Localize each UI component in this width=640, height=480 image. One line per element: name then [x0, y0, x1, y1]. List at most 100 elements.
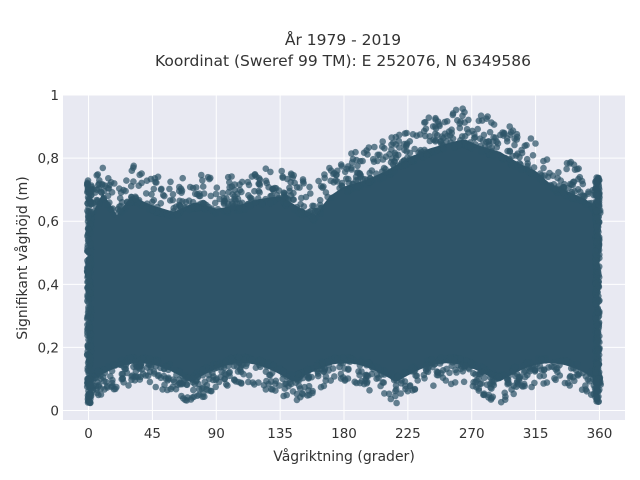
data-point	[388, 146, 395, 153]
data-point	[366, 387, 373, 394]
data-point	[502, 393, 509, 400]
data-point	[592, 393, 599, 401]
data-point	[183, 381, 191, 389]
data-point	[142, 372, 149, 379]
data-point	[316, 201, 324, 209]
data-point	[230, 362, 238, 370]
data-point	[169, 191, 177, 198]
data-point	[563, 165, 570, 173]
data-point	[540, 372, 548, 380]
data-point	[87, 343, 95, 350]
data-point	[422, 118, 429, 126]
data-point	[452, 366, 459, 374]
data-point	[474, 125, 482, 133]
data-point	[237, 379, 245, 387]
data-point	[381, 390, 388, 397]
data-point	[87, 186, 95, 194]
data-point	[97, 188, 105, 195]
data-point	[148, 361, 155, 369]
data-point	[138, 170, 145, 177]
data-point	[272, 387, 279, 394]
data-point	[339, 179, 346, 187]
data-point	[524, 160, 531, 167]
data-point	[555, 183, 562, 190]
data-point	[87, 367, 95, 374]
x-tick-label: 135	[267, 426, 293, 442]
data-point	[322, 377, 330, 384]
data-point	[449, 135, 457, 142]
x-tick-label: 270	[459, 426, 485, 442]
data-point	[236, 204, 243, 212]
data-point	[455, 142, 463, 149]
data-point	[550, 359, 558, 366]
data-point	[461, 119, 469, 126]
chart-title-line-2: Koordinat (Sweref 99 TM): E 252076, N 63…	[155, 52, 531, 70]
data-point	[374, 157, 381, 165]
data-point	[594, 329, 601, 336]
data-point	[180, 395, 187, 402]
data-point	[124, 359, 131, 366]
data-point	[194, 392, 201, 400]
data-point	[567, 372, 574, 380]
data-point	[517, 161, 524, 168]
data-point	[578, 386, 586, 394]
data-point	[132, 195, 139, 203]
data-point	[240, 370, 247, 378]
data-point	[286, 184, 293, 192]
data-point	[364, 378, 371, 386]
y-tick-label: 0	[50, 404, 59, 420]
data-point	[263, 377, 270, 385]
data-point	[100, 194, 108, 202]
data-point	[109, 205, 116, 212]
data-point	[470, 370, 477, 377]
data-point	[311, 207, 319, 215]
data-point	[94, 367, 102, 375]
data-point	[594, 360, 602, 368]
data-point	[472, 141, 479, 148]
data-point	[299, 178, 307, 185]
data-point	[138, 179, 145, 187]
data-point	[273, 366, 281, 373]
data-point	[467, 359, 475, 366]
x-tick-label: 315	[523, 426, 549, 442]
data-point	[550, 363, 558, 371]
data-point	[283, 200, 291, 207]
data-point	[223, 207, 231, 214]
data-point	[447, 353, 454, 361]
data-point	[593, 259, 600, 266]
data-point	[321, 174, 329, 182]
data-point	[262, 386, 270, 393]
data-point	[388, 370, 396, 377]
data-point	[295, 370, 302, 378]
data-point	[252, 364, 260, 372]
data-point	[212, 383, 219, 391]
data-point	[252, 199, 259, 206]
data-point	[477, 369, 484, 376]
data-point	[123, 177, 130, 184]
data-point	[503, 138, 511, 145]
chart-title-line-1: År 1979 - 2019	[285, 30, 401, 49]
data-point	[175, 187, 183, 195]
data-point	[544, 183, 552, 190]
data-point	[573, 165, 581, 173]
data-point	[267, 371, 274, 379]
data-point	[176, 368, 183, 376]
data-point	[363, 361, 370, 369]
data-point	[220, 195, 228, 202]
data-point	[86, 277, 93, 284]
data-point	[309, 215, 317, 223]
data-point	[422, 125, 430, 132]
data-point	[103, 201, 111, 209]
data-point	[522, 367, 529, 375]
data-point	[297, 393, 304, 401]
y-tick-label: 1	[50, 88, 59, 104]
data-point	[298, 194, 305, 202]
data-point	[423, 151, 430, 159]
data-point	[125, 382, 132, 389]
data-point	[146, 378, 154, 386]
data-point	[593, 207, 600, 215]
data-point	[576, 370, 583, 378]
data-point	[525, 166, 533, 173]
data-point	[192, 184, 200, 191]
data-point	[375, 364, 382, 371]
